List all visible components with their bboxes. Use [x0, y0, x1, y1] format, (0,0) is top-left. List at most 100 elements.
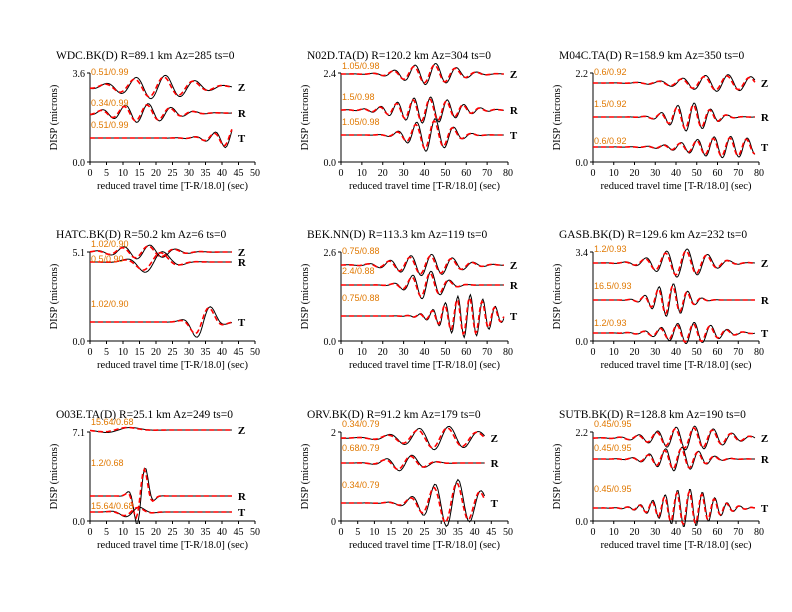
x-tick-label: 35 [201, 168, 211, 179]
component-label-Z: Z [510, 260, 517, 272]
synthetic-trace-T [593, 323, 755, 343]
x-tick-label: 35 [453, 527, 463, 538]
panel-title: WDC.BK(D) R=89.1 km Az=285 ts=0 [56, 50, 235, 62]
fit-label-R: 0.45/0.95 [594, 443, 632, 453]
panel-1: WDC.BK(D) R=89.1 km Az=285 ts=0 3.6 0.0 DIS… [49, 50, 260, 192]
x-tick-label: 10 [357, 347, 367, 358]
synthetic-trace-R [341, 272, 504, 298]
x-tick-label: 0 [339, 527, 344, 538]
synthetic-trace-T [593, 136, 756, 158]
observed-trace-R [90, 467, 232, 524]
synthetic-trace-Z [593, 250, 755, 276]
component-label-R: R [761, 112, 770, 124]
x-tick-label: 20 [151, 347, 161, 358]
x-tick-label: 20 [630, 168, 640, 179]
synthetic-trace-T [593, 490, 756, 526]
fit-label-T: 0.6/0.92 [594, 136, 627, 146]
fit-label-T: 1.2/0.93 [594, 318, 627, 328]
fit-label-R: 1.5/0.98 [342, 92, 375, 102]
synthetic-trace-Z [593, 75, 756, 91]
panel-2: N02D.TA(D) R=120.2 km Az=304 ts=0 2.4 0.0 D… [300, 50, 519, 192]
fit-label-R: 0.5/0.90 [91, 254, 124, 264]
x-tick-label: 80 [754, 168, 764, 179]
fit-label-Z: 1.02/0.90 [91, 239, 129, 249]
panel-6: GASB.BK(D) R=129.6 km Az=232 ts=0 3.4 0.0 D… [552, 229, 770, 371]
component-label-Z: Z [761, 258, 768, 270]
x-tick-label: 25 [168, 168, 178, 179]
x-tick-label: 70 [482, 347, 492, 358]
fit-label-Z: 0.6/0.92 [594, 67, 627, 77]
synthetic-trace-Z [593, 426, 756, 449]
x-tick-label: 0 [591, 527, 596, 538]
x-tick-label: 30 [399, 347, 409, 358]
synthetic-trace-T [341, 119, 504, 150]
component-label-T: T [238, 133, 246, 145]
panel-3: M04C.TA(D) R=158.9 km Az=350 ts=0 2.2 0.0 D… [552, 50, 770, 192]
x-tick-label: 20 [630, 527, 640, 538]
x-tick-label: 45 [486, 527, 496, 538]
x-tick-label: 30 [184, 347, 194, 358]
x-tick-label: 40 [671, 527, 681, 538]
y-tick-label: 7.1 [73, 428, 86, 439]
fit-label-R: 16.5/0.93 [594, 281, 632, 291]
x-tick-label: 50 [692, 347, 702, 358]
fit-label-Z: 0.51/0.99 [91, 67, 129, 77]
x-tick-label: 45 [234, 347, 244, 358]
panel-title: M04C.TA(D) R=158.9 km Az=350 ts=0 [559, 50, 745, 62]
x-tick-label: 70 [733, 347, 743, 358]
y-tick-label: 0.0 [73, 337, 86, 348]
panel-4: HATC.BK(D) R=50.2 km Az=6 ts=0 5.1 0.0 DISP… [49, 229, 260, 371]
fit-label-R: 2.4/0.88 [342, 266, 375, 276]
x-tick-label: 35 [201, 527, 211, 538]
observed-trace-Z [89, 427, 232, 433]
y-axis-label: DISP (microns) [300, 443, 311, 509]
y-axis-label: DISP (microns) [552, 263, 563, 329]
fit-label-R: 0.68/0.79 [342, 443, 380, 453]
component-label-Z: Z [761, 78, 768, 90]
y-axis-label: DISP (microns) [49, 263, 60, 329]
x-tick-label: 30 [436, 527, 446, 538]
component-label-T: T [510, 130, 518, 142]
x-tick-label: 30 [650, 347, 660, 358]
x-tick-label: 40 [671, 347, 681, 358]
x-tick-label: 20 [378, 347, 388, 358]
component-label-R: R [761, 295, 770, 307]
x-tick-label: 50 [503, 527, 513, 538]
observed-trace-T [341, 478, 486, 528]
x-tick-label: 5 [104, 527, 109, 538]
x-tick-label: 0 [591, 168, 596, 179]
fit-label-R: 1.5/0.92 [594, 99, 627, 109]
x-tick-label: 40 [217, 168, 227, 179]
y-axis-label: DISP (microns) [552, 84, 563, 150]
panel-title: SUTB.BK(D) R=128.8 km Az=190 ts=0 [559, 409, 746, 421]
y-tick-label: 2.4 [324, 69, 337, 80]
x-tick-label: 10 [609, 527, 619, 538]
synthetic-trace-T [90, 506, 232, 517]
x-tick-label: 30 [184, 168, 194, 179]
x-tick-label: 10 [609, 347, 619, 358]
x-tick-label: 60 [461, 168, 471, 179]
fit-label-Z: 1.2/0.93 [594, 244, 627, 254]
component-label-T: T [238, 317, 246, 329]
x-tick-label: 20 [151, 527, 161, 538]
synthetic-trace-Z [90, 76, 233, 98]
observed-trace-Z [89, 74, 233, 100]
synthetic-trace-Z [341, 427, 486, 449]
x-tick-label: 45 [234, 168, 244, 179]
synthetic-trace-R [593, 284, 755, 315]
component-label-R: R [238, 491, 247, 503]
component-label-R: R [238, 108, 247, 120]
component-label-T: T [761, 503, 769, 515]
component-label-R: R [238, 257, 247, 269]
x-tick-label: 25 [168, 347, 178, 358]
component-label-R: R [761, 454, 770, 466]
component-label-Z: Z [761, 433, 768, 445]
panel-title: BEK.NN(D) R=113.3 km Az=119 ts=0 [307, 229, 487, 241]
x-tick-label: 0 [88, 168, 93, 179]
x-tick-label: 20 [378, 168, 388, 179]
x-tick-label: 40 [420, 347, 430, 358]
fit-label-R: 0.34/0.99 [91, 98, 129, 108]
y-tick-label: 0.0 [324, 337, 337, 348]
x-tick-label: 10 [609, 168, 619, 179]
